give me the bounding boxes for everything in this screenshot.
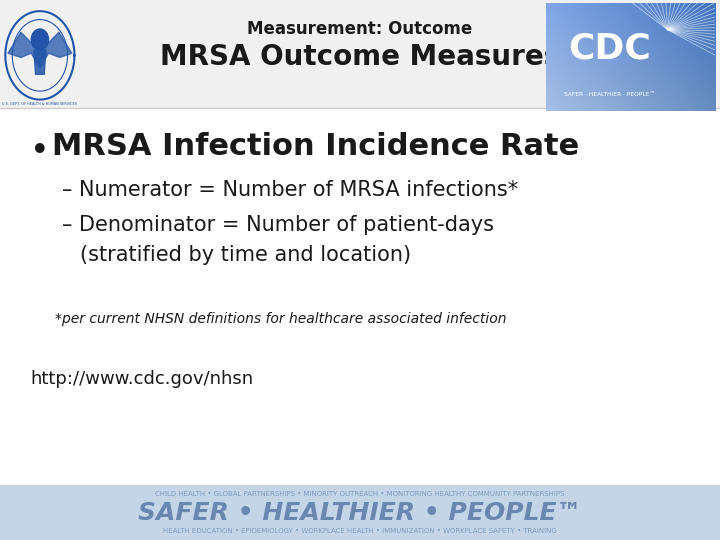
Text: SAFER • HEALTHIER • PEOPLE™: SAFER • HEALTHIER • PEOPLE™ bbox=[138, 501, 582, 524]
Text: HEALTH EDUCATION • EPIDEMIOLOGY • WORKPLACE HEALTH • IMMUNIZATION • WORKPLACE SA: HEALTH EDUCATION • EPIDEMIOLOGY • WORKPL… bbox=[163, 528, 557, 534]
Text: MRSA Outcome Measures: MRSA Outcome Measures bbox=[160, 43, 560, 71]
Text: U.S. DEPT. OF HEALTH & HUMAN SERVICES: U.S. DEPT. OF HEALTH & HUMAN SERVICES bbox=[2, 102, 77, 106]
Text: SAFER · HEALTHIER · PEOPLE™: SAFER · HEALTHIER · PEOPLE™ bbox=[564, 92, 656, 97]
Text: (stratified by time and location): (stratified by time and location) bbox=[80, 245, 411, 265]
Bar bbox=[0, 485, 720, 540]
Text: Measurement: Outcome: Measurement: Outcome bbox=[248, 20, 472, 38]
Polygon shape bbox=[34, 50, 46, 75]
Text: CHILD HEALTH • GLOBAL PARTNERSHIPS • MINORITY OUTREACH • MONITORING HEALTHY COMM: CHILD HEALTH • GLOBAL PARTNERSHIPS • MIN… bbox=[156, 491, 564, 497]
Text: CDC: CDC bbox=[569, 31, 652, 65]
Text: http://www.cdc.gov/nhsn: http://www.cdc.gov/nhsn bbox=[30, 370, 253, 388]
Text: MRSA Infection Incidence Rate: MRSA Infection Incidence Rate bbox=[52, 132, 580, 161]
Bar bbox=[0, 0, 720, 108]
Text: *per current NHSN definitions for healthcare associated infection: *per current NHSN definitions for health… bbox=[55, 312, 506, 326]
Text: – Denominator = Number of patient-days: – Denominator = Number of patient-days bbox=[62, 215, 494, 235]
Text: – Numerator = Number of MRSA infections*: – Numerator = Number of MRSA infections* bbox=[62, 180, 518, 200]
Text: •: • bbox=[30, 135, 50, 168]
Circle shape bbox=[31, 29, 48, 50]
Polygon shape bbox=[8, 32, 72, 68]
